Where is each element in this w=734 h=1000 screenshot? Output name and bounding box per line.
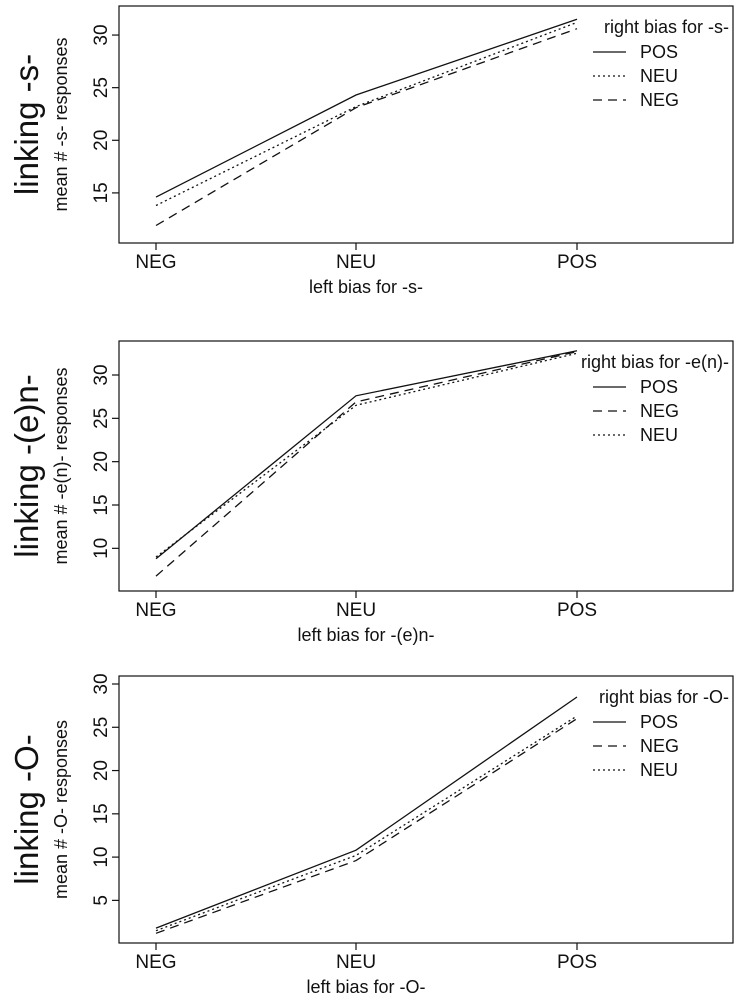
series-line-neu: [155, 715, 578, 932]
x-tick-label-pos: POS: [557, 952, 597, 973]
legend: right bias for -s- POS NEU NEG: [593, 17, 729, 110]
y-tick-label: 20: [91, 130, 112, 151]
y-tick-label: 25: [91, 77, 112, 98]
plot-frame: [118, 5, 734, 244]
plot-frame: [118, 675, 734, 944]
y-tick-label: 15: [91, 182, 112, 203]
y-tick-label: 20: [91, 760, 112, 781]
y-tick-label: 30: [91, 24, 112, 45]
legend-label-pos: POS: [640, 42, 678, 62]
series-line-pos: [155, 18, 578, 198]
y-tick-label: 25: [91, 408, 112, 429]
y-tick-label: 30: [91, 364, 112, 385]
panel-title: linking -(e)n-: [8, 374, 45, 557]
legend: right bias for -O- POS NEG NEU: [593, 687, 729, 780]
series-line-neg: [155, 350, 578, 577]
x-tick-label-pos: POS: [557, 600, 597, 621]
x-axis-label: left bias for -O-: [306, 977, 425, 997]
y-tick-label: 15: [91, 803, 112, 824]
legend-label-pos: POS: [640, 712, 678, 732]
y-axis-label: mean # -s- responses: [51, 37, 71, 211]
x-tick-label-neu: NEU: [336, 600, 376, 621]
series-line-neu: [155, 21, 578, 207]
legend: right bias for -e(n)- POS NEG NEU: [581, 352, 729, 445]
y-axis-label: mean # -e(n)- responses: [51, 367, 71, 564]
x-tick-label-neg: NEG: [135, 252, 176, 273]
chart-panel-3: 5 10 15 20 25 30 NEG NEU POS left bias for -O-mea…: [8, 673, 734, 997]
legend-title: right bias for -s-: [604, 17, 729, 37]
y-tick-label: 10: [91, 538, 112, 559]
legend-label-neg: NEG: [640, 401, 679, 421]
series-line-neg: [155, 718, 578, 934]
legend-label-neu: NEU: [640, 760, 678, 780]
plot-frame: [118, 340, 734, 592]
legend-label-pos: POS: [640, 377, 678, 397]
y-tick-label: 25: [91, 717, 112, 738]
chart-panel-1: 15 20 25 30 NEG NEU POS left bias for -s-mean #…: [8, 5, 734, 297]
x-tick-label-neu: NEU: [336, 952, 376, 973]
legend-label-neg: NEG: [640, 90, 679, 110]
legend-title: right bias for -e(n)-: [581, 352, 729, 372]
series-line-pos: [155, 350, 578, 560]
y-axis-label: mean # -O- responses: [51, 720, 71, 899]
legend-title: right bias for -O-: [599, 687, 729, 707]
x-tick-label-pos: POS: [557, 252, 597, 273]
legend-label-neu: NEU: [640, 425, 678, 445]
panel-title: linking -s-: [8, 54, 45, 195]
panel-title: linking -O-: [8, 734, 45, 884]
legend-label-neg: NEG: [640, 736, 679, 756]
x-tick-label-neu: NEU: [336, 252, 376, 273]
x-axis-label: left bias for -s-: [309, 277, 423, 297]
y-tick-label: 10: [91, 847, 112, 868]
series-line-neu: [155, 352, 578, 558]
x-axis-label: left bias for -(e)n-: [297, 625, 434, 645]
y-tick-label: 30: [91, 673, 112, 694]
chart-panel-2: 10 15 20 25 30 NEG NEU POS left bias for -(e)n-m…: [8, 340, 734, 645]
y-tick-label: 15: [91, 494, 112, 515]
x-tick-label-neg: NEG: [135, 952, 176, 973]
x-tick-label-neg: NEG: [135, 600, 176, 621]
legend-label-neu: NEU: [640, 66, 678, 86]
y-tick-label: 5: [91, 895, 112, 906]
series-line-neg: [155, 28, 578, 227]
series-line-pos: [155, 696, 578, 929]
y-tick-label: 20: [91, 451, 112, 472]
